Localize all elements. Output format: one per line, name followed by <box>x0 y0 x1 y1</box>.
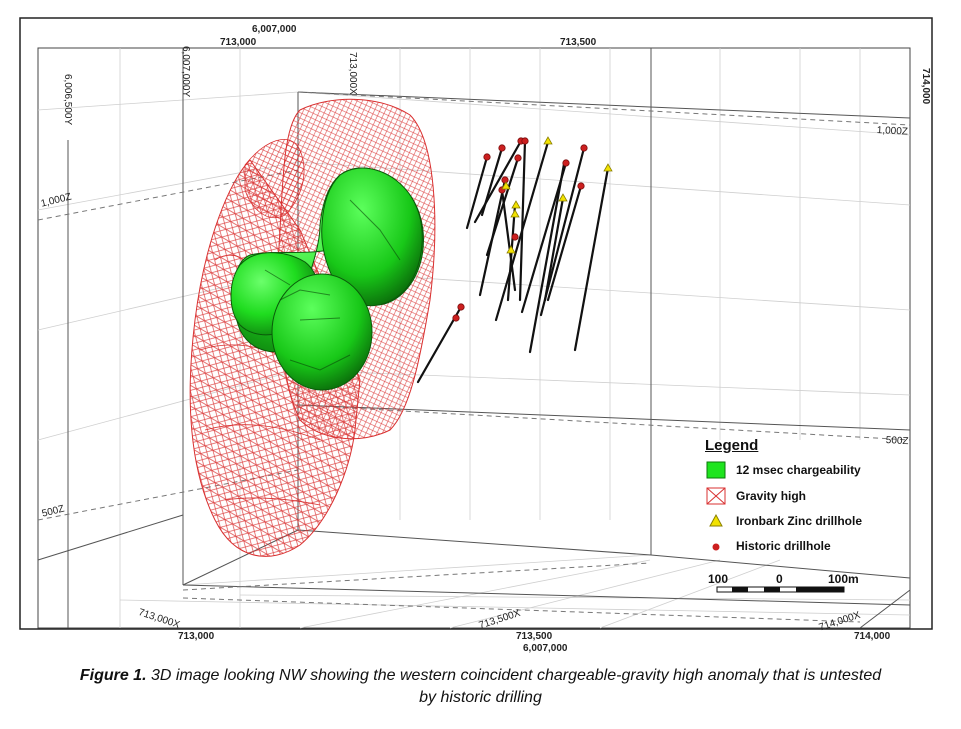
historic-collar <box>511 233 519 241</box>
scale-right-label: 100m <box>828 572 859 586</box>
scale-left-label: 100 <box>708 572 729 586</box>
figure-caption: Figure 1. 3D image looking NW showing th… <box>0 665 961 709</box>
historic-collar <box>514 154 522 162</box>
top-easting-right-label: 713,500 <box>560 37 597 48</box>
bottom-easting-3-label: 714,000 <box>854 631 891 642</box>
bottom-easting-2-label: 713,500 <box>516 631 553 642</box>
scale-bar <box>716 586 845 593</box>
drillhole-trace <box>528 162 566 354</box>
ironbark-collar <box>506 245 516 254</box>
legend-item-gravity: Gravity high <box>705 485 806 507</box>
red-mesh-box-icon <box>705 487 727 505</box>
grid-label-z500-right: 500Z <box>885 435 909 448</box>
legend-label: Historic drillhole <box>736 539 831 553</box>
ironbark-collar <box>603 163 613 172</box>
drillhole-trace <box>546 184 583 302</box>
grid-label-y6007000-top: 6,007,000Y <box>180 46 191 98</box>
yellow-triangle-icon <box>705 512 727 530</box>
drillhole-trace <box>473 139 523 224</box>
historic-collar <box>457 303 465 311</box>
historic-collar <box>501 176 509 184</box>
ironbark-collar <box>501 181 511 190</box>
scene-border <box>37 47 911 629</box>
green-box-icon <box>705 461 727 479</box>
grid-label-y6006500: 6,006,500Y <box>62 74 73 126</box>
drillhole-trace <box>500 188 517 292</box>
caption-text-line2: by historic drilling <box>419 689 542 706</box>
drillhole-trace <box>478 178 507 297</box>
bottom-easting-1-label: 713,000 <box>178 631 215 642</box>
top-northing-label: 6,007,000 <box>252 24 297 35</box>
legend-item-chargeability: 12 msec chargeability <box>705 459 861 481</box>
grid-label-x713000-top: 713,000X <box>347 52 358 95</box>
drillholes <box>416 139 610 384</box>
historic-collar <box>562 159 570 167</box>
legend-item-historic: Historic drillhole <box>705 535 831 557</box>
scale-mid-label: 0 <box>776 572 783 586</box>
historic-collar <box>577 182 585 190</box>
historic-collar <box>521 137 529 145</box>
drillhole-trace <box>465 155 489 230</box>
legend-label: Ironbark Zinc drillhole <box>736 514 863 528</box>
drillhole-trace <box>543 196 565 302</box>
legend-label: Gravity high <box>736 489 807 503</box>
ironbark-collars <box>501 136 613 254</box>
legend-title: Legend <box>705 437 759 454</box>
grid-label-z1000-right: 1,000Z <box>876 125 909 138</box>
chargeability-body <box>230 167 424 391</box>
legend-label: 12 msec chargeability <box>736 463 861 477</box>
drillhole-trace <box>494 140 550 322</box>
bottom-northing-label: 6,007,000 <box>523 643 568 654</box>
drillhole-trace <box>573 166 610 352</box>
historic-collar <box>498 144 506 152</box>
caption-figure-label: Figure 1. <box>79 667 147 684</box>
figure-frame <box>19 17 933 630</box>
ironbark-collar <box>543 136 553 145</box>
ironbark-collar <box>511 200 521 209</box>
drillhole-trace <box>518 139 527 302</box>
red-dot-icon <box>705 537 727 555</box>
legend-item-ironbark: Ironbark Zinc drillhole <box>705 510 862 532</box>
caption-text-line1: 3D image looking NW showing the western … <box>146 667 882 684</box>
right-easting-label: 714,000 <box>920 68 931 105</box>
ironbark-collar <box>510 209 520 218</box>
top-easting-left-label: 713,000 <box>220 37 257 48</box>
ironbark-collar <box>558 193 568 202</box>
historic-collar <box>483 153 491 161</box>
historic-collar <box>452 314 460 322</box>
historic-collar <box>580 144 588 152</box>
